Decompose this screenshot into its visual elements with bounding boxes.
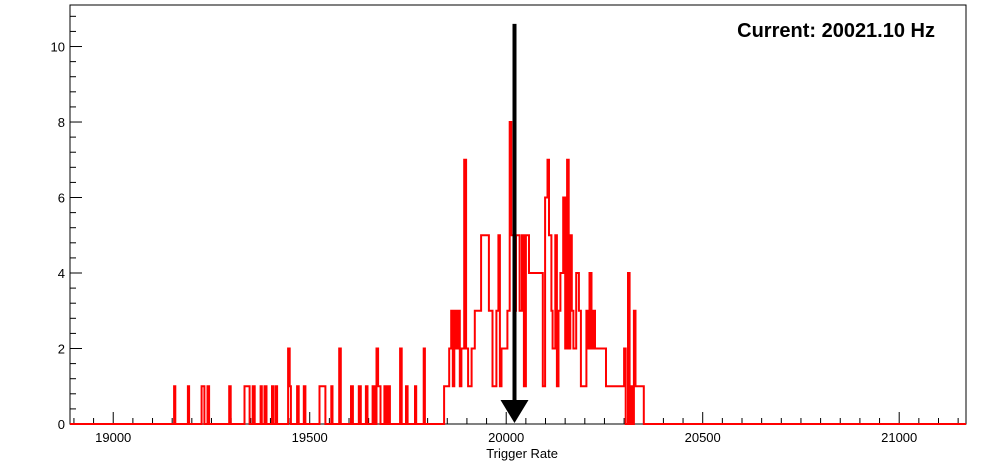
axes: 19000 19500 20000 20500 21000 0 2 4 6 8 10 <box>51 15 959 445</box>
current-rate-label: Current: 20021.10 Hz <box>737 20 935 42</box>
current-marker <box>500 23 529 423</box>
x-axis-title: Trigger Rate <box>486 446 558 461</box>
marker-arrow-head <box>500 400 529 423</box>
x-tick-label: 19000 <box>95 430 131 445</box>
y-tick-label: 2 <box>58 342 65 357</box>
y-tick-label: 10 <box>51 40 65 55</box>
histogram-data <box>70 121 966 425</box>
y-tick-label: 8 <box>58 115 65 130</box>
x-tick-label: 20500 <box>685 430 721 445</box>
x-tick-label: 20000 <box>488 430 524 445</box>
y-tick-label: 6 <box>58 191 65 206</box>
plot-frame <box>69 4 967 425</box>
y-tick-label: 4 <box>58 266 65 281</box>
x-tick-label: 21000 <box>881 430 917 445</box>
x-tick-label: 19500 <box>292 430 328 445</box>
y-tick-label: 0 <box>58 417 65 432</box>
histogram-series-line <box>70 121 966 425</box>
